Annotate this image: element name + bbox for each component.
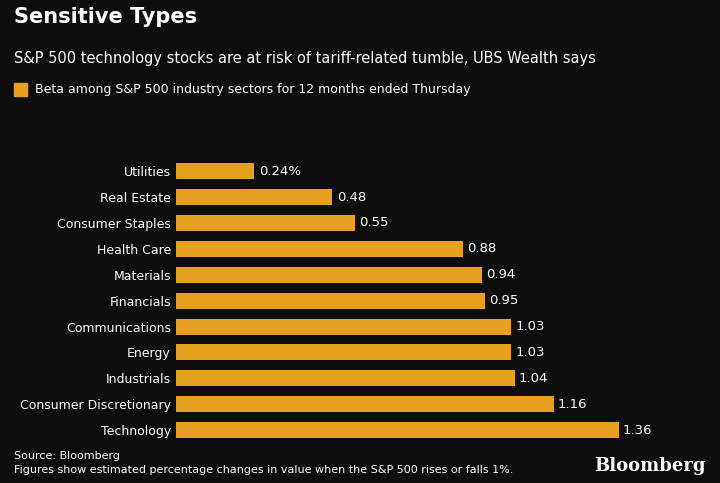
Text: S&P 500 technology stocks are at risk of tariff-related tumble, UBS Wealth says: S&P 500 technology stocks are at risk of… xyxy=(14,51,596,66)
Bar xyxy=(176,318,511,335)
Bar xyxy=(176,189,333,205)
Text: 1.04: 1.04 xyxy=(519,372,548,385)
Text: 0.24%: 0.24% xyxy=(258,165,301,178)
Text: 0.48: 0.48 xyxy=(337,191,366,204)
Bar xyxy=(176,344,511,360)
Text: 0.94: 0.94 xyxy=(486,268,516,281)
Text: Figures show estimated percentage changes in value when the S&P 500 rises or fal: Figures show estimated percentage change… xyxy=(14,465,514,475)
Bar xyxy=(176,396,554,412)
Bar xyxy=(176,241,462,257)
Text: 1.36: 1.36 xyxy=(623,424,652,437)
Text: Beta among S&P 500 industry sectors for 12 months ended Thursday: Beta among S&P 500 industry sectors for … xyxy=(35,83,470,96)
Text: 1.03: 1.03 xyxy=(516,346,545,359)
Text: 1.16: 1.16 xyxy=(558,398,588,411)
Text: 0.88: 0.88 xyxy=(467,242,496,256)
Bar xyxy=(176,163,254,179)
Bar xyxy=(176,215,355,231)
Text: Source: Bloomberg: Source: Bloomberg xyxy=(14,451,120,461)
Bar xyxy=(176,267,482,283)
Text: 1.03: 1.03 xyxy=(516,320,545,333)
Text: Bloomberg: Bloomberg xyxy=(594,457,706,475)
Text: Sensitive Types: Sensitive Types xyxy=(14,7,197,27)
Bar xyxy=(176,370,515,386)
Text: 0.95: 0.95 xyxy=(490,294,519,307)
Bar xyxy=(176,422,618,438)
Bar xyxy=(176,293,485,309)
Text: 0.55: 0.55 xyxy=(359,216,389,229)
